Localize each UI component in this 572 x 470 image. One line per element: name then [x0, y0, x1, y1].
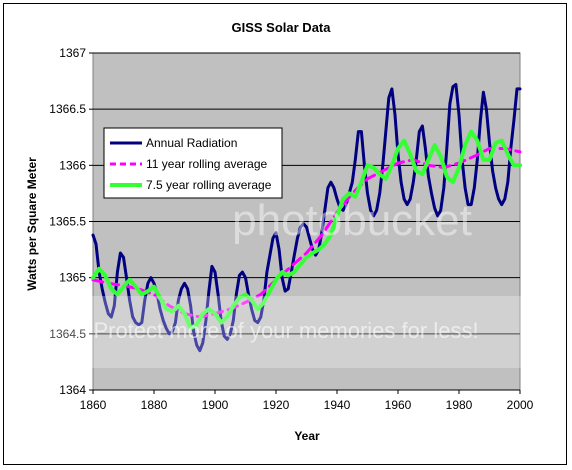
y-axis-label: Watts per Square Meter — [25, 157, 39, 291]
y-tick-label: 1366 — [59, 158, 86, 172]
legend: Annual Radiation 11 year rolling average 7… — [103, 127, 283, 199]
photobucket-watermark: photobucket Protect more of your memorie… — [8, 196, 564, 368]
x-axis-label: Year — [294, 429, 320, 443]
y-tick-label: 1365 — [59, 271, 86, 285]
x-tick-label: 1880 — [141, 398, 168, 412]
legend-label: 11 year rolling average — [146, 157, 268, 171]
chart-title: GISS Solar Data — [232, 20, 332, 35]
series-11-year-average — [91, 147, 522, 319]
watermark-brand: photobucket — [232, 196, 472, 245]
x-tick-label: 1960 — [385, 398, 412, 412]
watermark-band — [8, 296, 564, 368]
legend-label: 7.5 year rolling average — [146, 178, 272, 192]
x-tick-label: 2000 — [507, 398, 534, 412]
x-tick-label: 1860 — [80, 398, 107, 412]
series-7-5-year-average — [91, 129, 522, 331]
x-axis-ticks: 1860 1880 1900 1920 1940 1960 1980 2000 — [80, 389, 534, 412]
series-layer — [91, 83, 522, 353]
series-annual-radiation — [91, 83, 522, 353]
x-tick-label: 1940 — [324, 398, 351, 412]
x-tick-label: 1920 — [263, 398, 290, 412]
y-tick-label: 1365.5 — [49, 215, 86, 229]
y-tick-label: 1364.5 — [49, 327, 86, 341]
y-tick-label: 1367 — [59, 46, 86, 60]
y-tick-label: 1364 — [59, 383, 86, 397]
legend-label: Annual Radiation — [146, 136, 237, 150]
y-tick-label: 1366.5 — [49, 102, 86, 116]
x-tick-label: 1980 — [446, 398, 473, 412]
watermark-tagline: Protect more of your memories for less! — [93, 318, 478, 343]
x-tick-label: 1900 — [202, 398, 229, 412]
y-axis-ticks: 1364 1364.5 1365 1365.5 1366 1366.5 1367 — [49, 46, 93, 397]
